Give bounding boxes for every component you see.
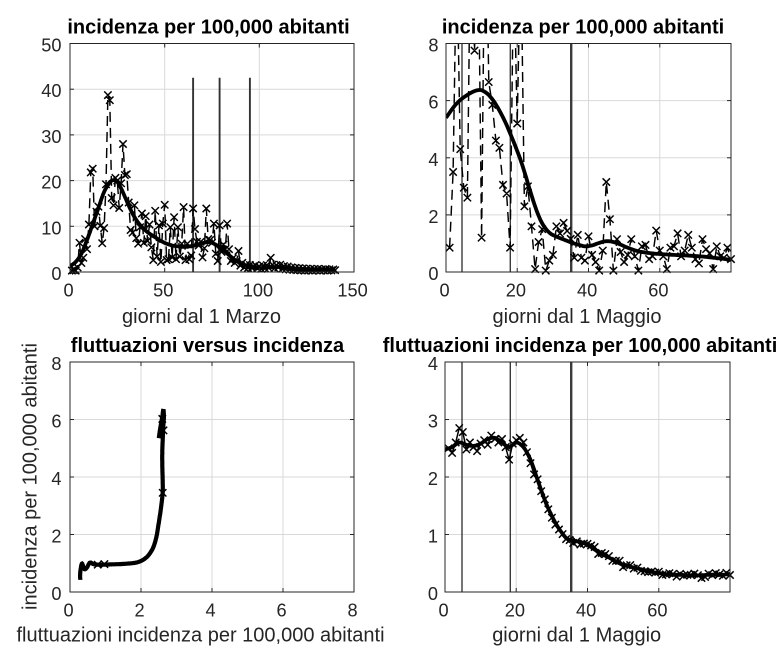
svg-text:4: 4 xyxy=(206,601,216,621)
svg-text:2: 2 xyxy=(428,207,438,227)
svg-text:20: 20 xyxy=(41,173,61,193)
svg-text:0: 0 xyxy=(51,584,61,604)
svg-text:60: 60 xyxy=(647,601,667,621)
svg-text:4: 4 xyxy=(428,150,438,170)
svg-text:40: 40 xyxy=(577,281,597,301)
svg-text:2: 2 xyxy=(51,527,61,547)
svg-text:4: 4 xyxy=(51,469,61,489)
svg-text:0: 0 xyxy=(64,601,74,621)
svg-text:8: 8 xyxy=(428,36,438,56)
svg-text:8: 8 xyxy=(51,354,61,374)
svg-text:40: 40 xyxy=(41,81,61,101)
svg-text:0: 0 xyxy=(440,281,450,301)
svg-text:3: 3 xyxy=(428,412,438,432)
svg-text:40: 40 xyxy=(576,601,596,621)
svg-text:fluttuazioni incidenza per 100: fluttuazioni incidenza per 100,000 abita… xyxy=(16,625,384,647)
svg-text:0: 0 xyxy=(64,281,74,301)
svg-text:60: 60 xyxy=(648,281,668,301)
svg-text:0: 0 xyxy=(439,601,449,621)
svg-text:6: 6 xyxy=(428,93,438,113)
svg-text:50: 50 xyxy=(41,36,61,56)
svg-text:20: 20 xyxy=(505,601,525,621)
svg-text:2: 2 xyxy=(428,469,438,489)
svg-text:0: 0 xyxy=(428,264,438,284)
svg-text:10: 10 xyxy=(41,218,61,238)
svg-text:2: 2 xyxy=(135,601,145,621)
svg-text:30: 30 xyxy=(41,127,61,147)
svg-text:20: 20 xyxy=(506,281,526,301)
svg-text:0: 0 xyxy=(428,584,438,604)
svg-text:50: 50 xyxy=(153,281,173,301)
svg-text:giorni dal 1 Maggio: giorni dal 1 Maggio xyxy=(492,625,661,647)
svg-text:6: 6 xyxy=(277,601,287,621)
svg-text:giorni dal 1 Marzo: giorni dal 1 Marzo xyxy=(122,306,281,328)
svg-text:fluttuazioni incidenza per 100: fluttuazioni incidenza per 100,000 abita… xyxy=(383,335,778,357)
svg-text:0: 0 xyxy=(51,264,61,284)
svg-text:incidenza per 100,000 abitanti: incidenza per 100,000 abitanti xyxy=(67,17,349,39)
svg-text:1: 1 xyxy=(428,527,438,547)
svg-text:fluttuazioni versus incidenza: fluttuazioni versus incidenza xyxy=(71,335,345,357)
svg-text:incidenza per 100,000 abitanti: incidenza per 100,000 abitanti xyxy=(20,343,42,610)
svg-text:giorni dal 1 Maggio: giorni dal 1 Maggio xyxy=(493,306,662,328)
svg-text:100: 100 xyxy=(243,281,273,301)
svg-text:150: 150 xyxy=(337,281,367,301)
svg-text:6: 6 xyxy=(51,412,61,432)
svg-text:incidenza per 100,000 abitanti: incidenza per 100,000 abitanti xyxy=(442,17,724,39)
svg-text:4: 4 xyxy=(428,354,438,374)
svg-text:8: 8 xyxy=(348,601,358,621)
